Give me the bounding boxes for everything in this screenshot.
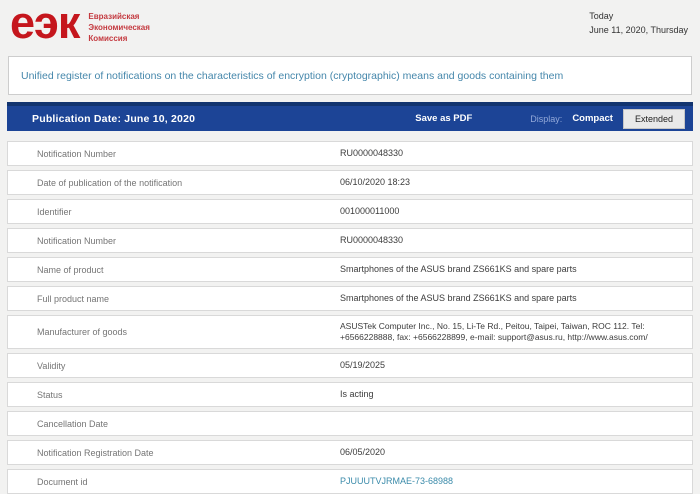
display-compact-button[interactable]: Compact xyxy=(572,113,613,124)
table-row: Notification Number RU0000048330 xyxy=(7,141,693,166)
row-value: RU0000048330 xyxy=(340,148,404,159)
display-mode-label: Display: xyxy=(530,113,563,124)
row-value: 001000011000 xyxy=(340,206,400,217)
row-value: 06/05/2020 xyxy=(340,447,386,458)
table-row: Status Is acting xyxy=(7,382,693,407)
row-label: Notification Registration Date xyxy=(37,447,154,458)
table-row: Full product name Smartphones of the ASUS… xyxy=(7,286,693,311)
register-link[interactable]: Unified register of notifications on the… xyxy=(21,70,564,82)
row-label: Identifier xyxy=(37,206,72,217)
eec-logo-subtitle: Евразийская Экономическая Комиссия xyxy=(88,12,149,44)
table-row: Validity 05/19/2025 xyxy=(7,353,693,378)
table-row: Name of product Smartphones of the ASUS b… xyxy=(7,257,693,282)
row-value: Smartphones of the ASUS brand ZS661KS an… xyxy=(340,264,577,275)
current-date-block: Today June 11, 2020, Thursday xyxy=(589,9,688,52)
row-label: Date of publication of the notification xyxy=(37,177,183,188)
row-value: 06/10/2020 18:23 xyxy=(340,177,411,188)
eec-logo[interactable]: еэк Евразийская Экономическая Комиссия xyxy=(10,0,150,52)
table-row: Notification Number RU0000048330 xyxy=(7,228,693,253)
row-label: Document id xyxy=(37,476,88,487)
logo-subtitle-line: Комиссия xyxy=(88,33,128,43)
table-row: Identifier 001000011000 xyxy=(7,199,693,224)
row-label: Cancellation Date xyxy=(37,418,109,429)
row-value: Smartphones of the ASUS brand ZS661KS an… xyxy=(340,293,577,304)
table-row: Cancellation Date xyxy=(7,411,693,436)
toolbar-actions: Save as PDF Display: Compact Extended xyxy=(415,108,685,129)
row-value: RU0000048330 xyxy=(340,235,404,246)
document-id-link[interactable]: PJUUUTVJRMAE-73-68988 xyxy=(340,476,454,487)
row-label: Status xyxy=(37,389,63,400)
today-label: Today xyxy=(589,11,614,21)
table-row: Notification Registration Date 06/05/2020 xyxy=(7,440,693,465)
logo-subtitle-line: Евразийская xyxy=(88,12,140,21)
publication-toolbar: Publication Date: June 10, 2020 Save as … xyxy=(7,102,693,131)
table-row: Document id PJUUUTVJRMAE-73-68988 xyxy=(7,469,693,494)
row-label: Validity xyxy=(37,360,66,371)
logo-subtitle-line: Экономическая xyxy=(88,22,150,32)
table-row: Date of publication of the notification 0… xyxy=(7,170,693,195)
page-header: еэк Евразийская Экономическая Комиссия T… xyxy=(0,0,700,52)
row-value: ASUSTek Computer Inc., No. 15, Li-Te Rd.… xyxy=(340,320,648,342)
save-as-pdf-button[interactable]: Save as PDF xyxy=(415,113,473,124)
row-label: Notification Number xyxy=(37,235,117,246)
row-value: 05/19/2025 xyxy=(340,360,386,371)
row-label: Name of product xyxy=(37,264,104,275)
table-row: Manufacturer of goods ASUSTek Computer In… xyxy=(7,315,693,349)
row-value: Is acting xyxy=(340,389,374,400)
eec-logo-text: еэк xyxy=(10,0,80,48)
today-date: June 11, 2020, Thursday xyxy=(589,25,688,36)
row-label: Manufacturer of goods xyxy=(37,327,128,337)
display-extended-button[interactable]: Extended xyxy=(622,108,685,129)
row-label: Full product name xyxy=(37,293,110,304)
publication-date-label: Publication Date: June 10, 2020 xyxy=(32,112,196,125)
row-label: Notification Number xyxy=(37,148,117,159)
register-title-box: Unified register of notifications on the… xyxy=(8,56,692,95)
notification-details-table: Notification Number RU0000048330 Date of p… xyxy=(7,141,693,494)
